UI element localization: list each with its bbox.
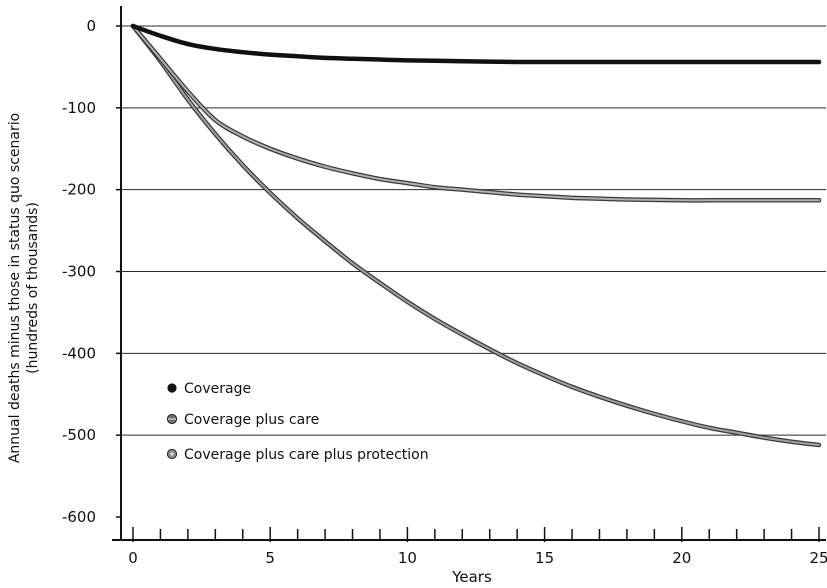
series-line-coverage-plus-care-plus-protection xyxy=(132,25,820,446)
legend-label: Coverage xyxy=(184,381,251,397)
x-tick-label: 15 xyxy=(535,549,554,567)
gridlines xyxy=(121,25,826,436)
series-layer xyxy=(130,23,822,448)
y-axis-label: Annual deaths minus those in status quo … xyxy=(7,113,23,463)
legend-marker-dot xyxy=(170,452,174,456)
x-axis-ticks: 0 5 10 15 20 25 xyxy=(128,527,827,567)
y-tick-label: -300 xyxy=(62,263,96,281)
y-axis-ticks: 0 -100 -200 -300 -400 -500 -600 xyxy=(62,17,121,526)
y-tick-label: -400 xyxy=(62,344,96,362)
axes xyxy=(112,6,826,541)
y-axis-sublabel: (hundreds of thousands) xyxy=(25,202,41,374)
y-tick-label: -100 xyxy=(62,99,96,117)
x-tick-label: 10 xyxy=(398,549,417,567)
legend: Coverage Coverage plus care Coverage plus … xyxy=(166,381,429,463)
x-tick-label: 25 xyxy=(809,549,827,567)
legend-label: Coverage plus care xyxy=(184,412,319,428)
legend-marker-coverage xyxy=(167,383,177,393)
y-tick-label: 0 xyxy=(86,17,96,35)
series-line-coverage xyxy=(130,23,822,65)
y-tick-label: -600 xyxy=(62,508,96,526)
x-tick-label: 20 xyxy=(672,549,691,567)
y-tick-label: -200 xyxy=(62,181,96,199)
legend-label: Coverage plus care plus protection xyxy=(184,447,429,463)
series-line-coverage-plus-care xyxy=(132,25,820,202)
y-tick-label: -500 xyxy=(62,426,96,444)
x-tick-label: 5 xyxy=(265,549,275,567)
x-tick-label: 0 xyxy=(128,549,138,567)
x-axis-label: Years xyxy=(451,568,492,586)
